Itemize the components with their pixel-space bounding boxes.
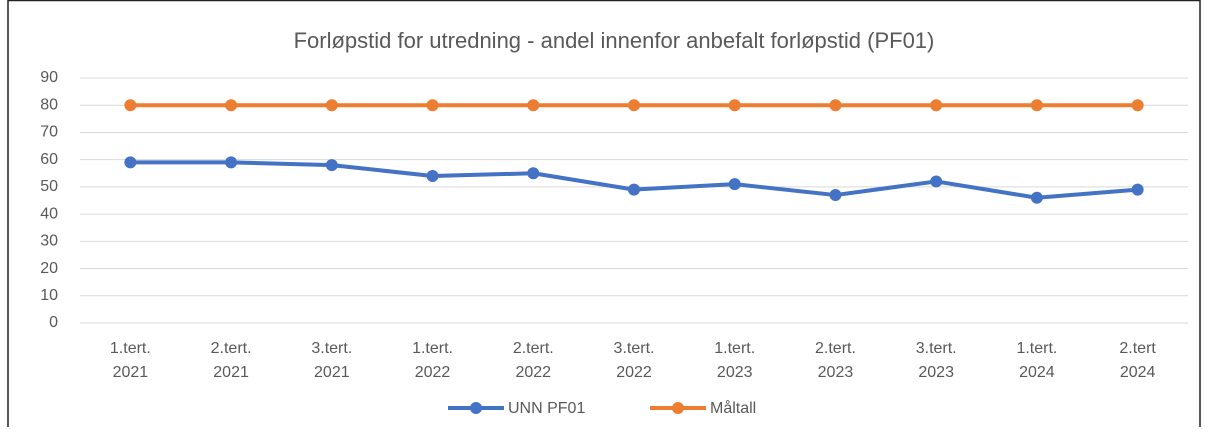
x-tick-label: 3.tert. 2023 xyxy=(916,340,957,381)
y-tick-label: 80 xyxy=(40,96,58,113)
point xyxy=(728,99,741,112)
point xyxy=(930,99,943,112)
point xyxy=(1131,99,1144,112)
point xyxy=(1030,99,1043,112)
x-tick-label: 2.tert. 2023 xyxy=(815,340,856,381)
y-tick-label: 10 xyxy=(40,287,58,304)
point xyxy=(930,175,943,188)
legend-marker xyxy=(672,402,684,414)
y-tick-label: 20 xyxy=(40,260,58,277)
x-tick-label: 3.tert. 2021 xyxy=(311,340,352,381)
point xyxy=(1131,183,1144,196)
chart-border xyxy=(7,0,1201,432)
point xyxy=(527,99,540,112)
point xyxy=(728,178,741,191)
point xyxy=(124,156,137,169)
y-tick-label: 50 xyxy=(40,178,58,195)
y-tick-label: 30 xyxy=(40,233,58,250)
x-tick-label: 1.tert. 2022 xyxy=(412,340,453,381)
x-tick-label: 3.tert. 2022 xyxy=(614,340,655,381)
point xyxy=(527,167,540,180)
point xyxy=(829,189,842,202)
y-tick-label: 40 xyxy=(40,205,58,222)
point xyxy=(829,99,842,112)
y-tick-label: 90 xyxy=(40,69,58,86)
point xyxy=(426,99,439,112)
point xyxy=(628,99,640,112)
x-tick-label: 1.tert. 2023 xyxy=(714,340,755,381)
point xyxy=(1030,191,1043,204)
y-tick-label: 60 xyxy=(40,151,58,168)
point xyxy=(325,99,338,112)
point xyxy=(325,159,338,172)
chart-title: Forløpstid for utredning - andel innenfo… xyxy=(294,28,935,53)
y-tick-label: 70 xyxy=(40,124,58,141)
x-tick-label: 2.tert. 2021 xyxy=(211,340,252,381)
y-tick-label: 0 xyxy=(49,314,58,331)
legend-marker xyxy=(470,402,482,414)
legend-label: UNN PF01 xyxy=(508,400,585,417)
point xyxy=(225,99,238,112)
x-tick-label: 1.tert. 2024 xyxy=(1016,340,1057,381)
x-tick-label: 2.tert 2024 xyxy=(1119,340,1156,381)
point xyxy=(426,170,439,182)
x-tick-label: 1.tert. 2021 xyxy=(110,340,151,381)
point xyxy=(628,183,640,196)
point xyxy=(124,99,137,112)
point xyxy=(225,156,238,169)
legend-label: Måltall xyxy=(710,399,756,417)
x-tick-label: 2.tert. 2022 xyxy=(513,340,554,381)
